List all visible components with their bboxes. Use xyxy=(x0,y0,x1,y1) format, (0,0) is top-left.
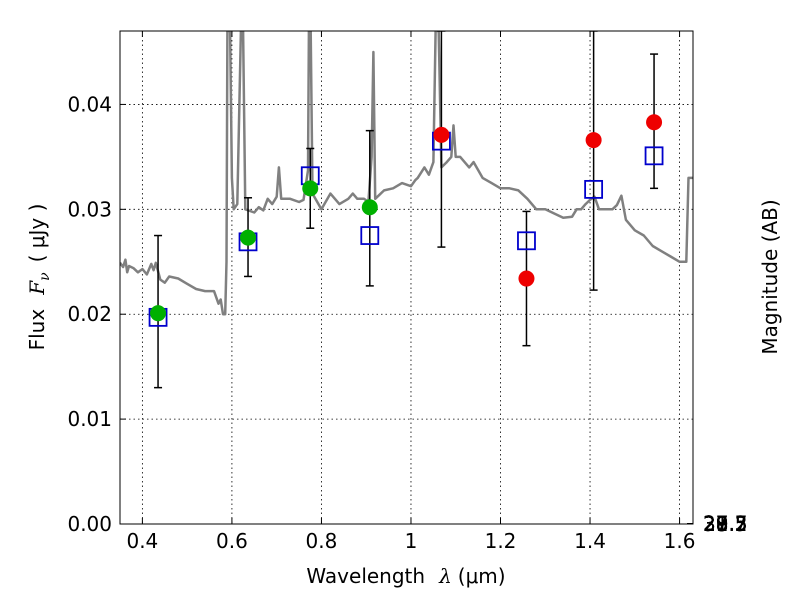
mag-tick-label: 27.5 xyxy=(703,512,748,536)
observed-flux-point xyxy=(518,270,535,287)
y-tick-label: 0.04 xyxy=(67,92,112,116)
y-tick-label: 0.01 xyxy=(67,407,112,431)
x-tick-label: 0.4 xyxy=(126,529,158,553)
model-flux-box xyxy=(584,179,604,199)
plot-frame xyxy=(119,30,694,525)
observed-flux-point xyxy=(150,305,167,322)
mag-tick-label: 28 xyxy=(703,512,728,536)
y-tick-label: 0.00 xyxy=(67,512,112,536)
model-flux-box xyxy=(644,146,664,166)
observed-flux-point xyxy=(240,229,257,246)
y-tick-label: 0.02 xyxy=(67,302,112,326)
template-spectrum-line xyxy=(120,31,693,316)
x-tick-label: 0.6 xyxy=(216,529,248,553)
observed-flux-point xyxy=(302,180,319,197)
observed-points xyxy=(150,114,663,322)
mag-tick-label: 29 xyxy=(703,512,728,536)
observed-flux-point xyxy=(433,126,450,143)
x-tick-label: 0.8 xyxy=(306,529,338,553)
mag-tick-label: 28.5 xyxy=(703,512,748,536)
template-spectrum-layer xyxy=(120,31,693,316)
mag-tick-label: 30 xyxy=(703,512,728,536)
grid xyxy=(120,31,693,524)
model-flux-box xyxy=(360,226,380,245)
observed-flux-point xyxy=(646,114,663,131)
ticks: 0.4 0.6 0.8 1 1.2 1.4 1.6 0.00 0.01 0.02 0.03 0.04 2… xyxy=(67,31,748,553)
mag-tick-label: 29.5 xyxy=(703,512,748,536)
y-axis-label-left: FluxFν( μJy ) xyxy=(25,204,53,351)
mag-tick-label: 28.2 xyxy=(703,512,748,536)
y-tick-label: 0.03 xyxy=(67,197,112,221)
mag-tick-label: 27.7 xyxy=(703,512,748,536)
mag-tick-label: 27.3 xyxy=(703,512,748,536)
plot-area xyxy=(120,31,693,524)
model-points xyxy=(148,131,664,327)
x-tick-label: 1.4 xyxy=(574,529,606,553)
x-tick-label: 1 xyxy=(405,529,418,553)
y-axis-label-right: Magnitude (AB) xyxy=(758,199,782,354)
observed-flux-point xyxy=(361,199,378,216)
x-tick-label: 1.6 xyxy=(664,529,696,553)
x-tick-label: 1.2 xyxy=(485,529,517,553)
mag-tick-label: 31 xyxy=(703,512,728,536)
model-flux-box xyxy=(517,231,536,251)
observed-flux-point xyxy=(585,132,602,149)
x-axis-label: Wavelength λ (μm) xyxy=(306,564,505,588)
